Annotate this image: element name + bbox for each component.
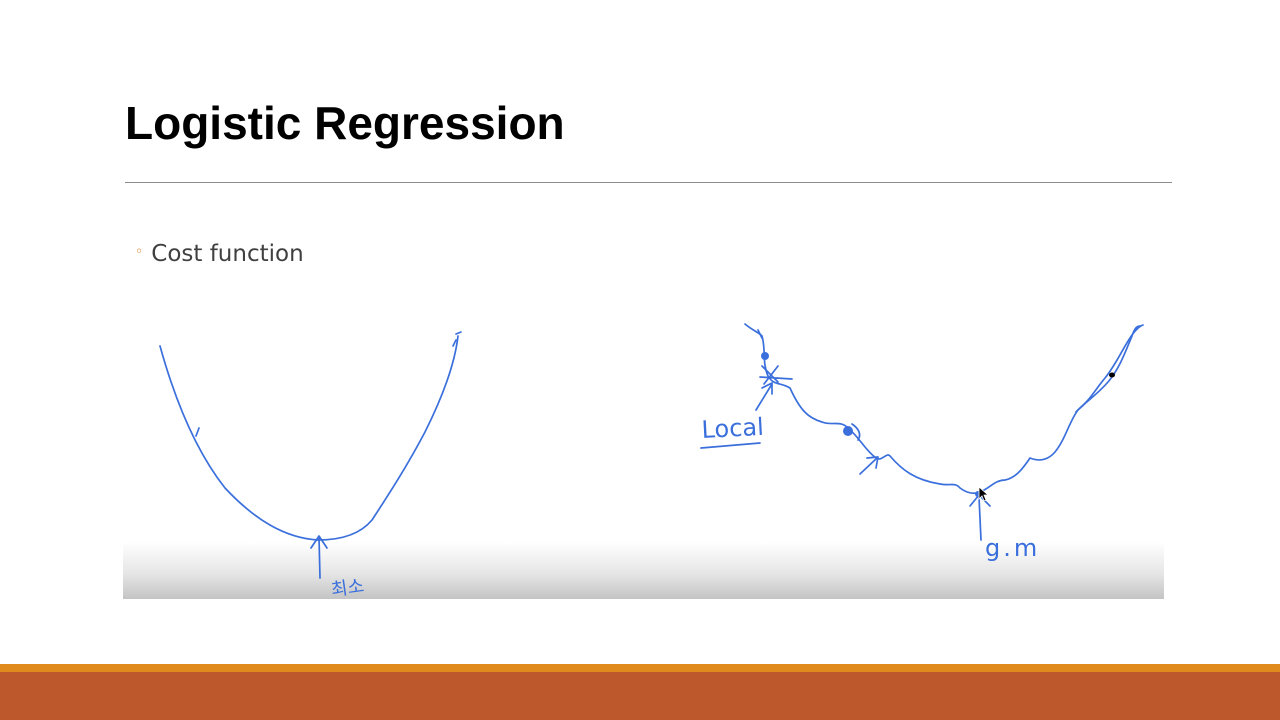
- convex-cost-curve: [159, 331, 462, 541]
- descent-step-point: [843, 426, 853, 436]
- slide-title: Logistic Regression: [125, 97, 565, 149]
- bullet-text: Cost function: [151, 241, 304, 267]
- footer-bar: [0, 672, 1280, 720]
- local-label-underline: [700, 442, 761, 449]
- descent-step-point: [761, 352, 769, 360]
- whiteboard-bottom-shadow: [123, 542, 1164, 599]
- local-minimum-label: Local: [701, 413, 765, 444]
- hollow-circle-bullet-icon: ◦: [135, 243, 144, 260]
- descent-step-point: [1109, 372, 1115, 378]
- nonconvex-cost-curve: [744, 323, 1144, 495]
- local-minimum-marks: [759, 365, 879, 475]
- mouse-cursor-icon: [978, 486, 990, 502]
- footer-accent-stripe: [0, 664, 1280, 672]
- local-arrow: [755, 382, 773, 411]
- title-divider: [125, 182, 1172, 183]
- bullet-item: ◦ Cost function: [135, 238, 304, 270]
